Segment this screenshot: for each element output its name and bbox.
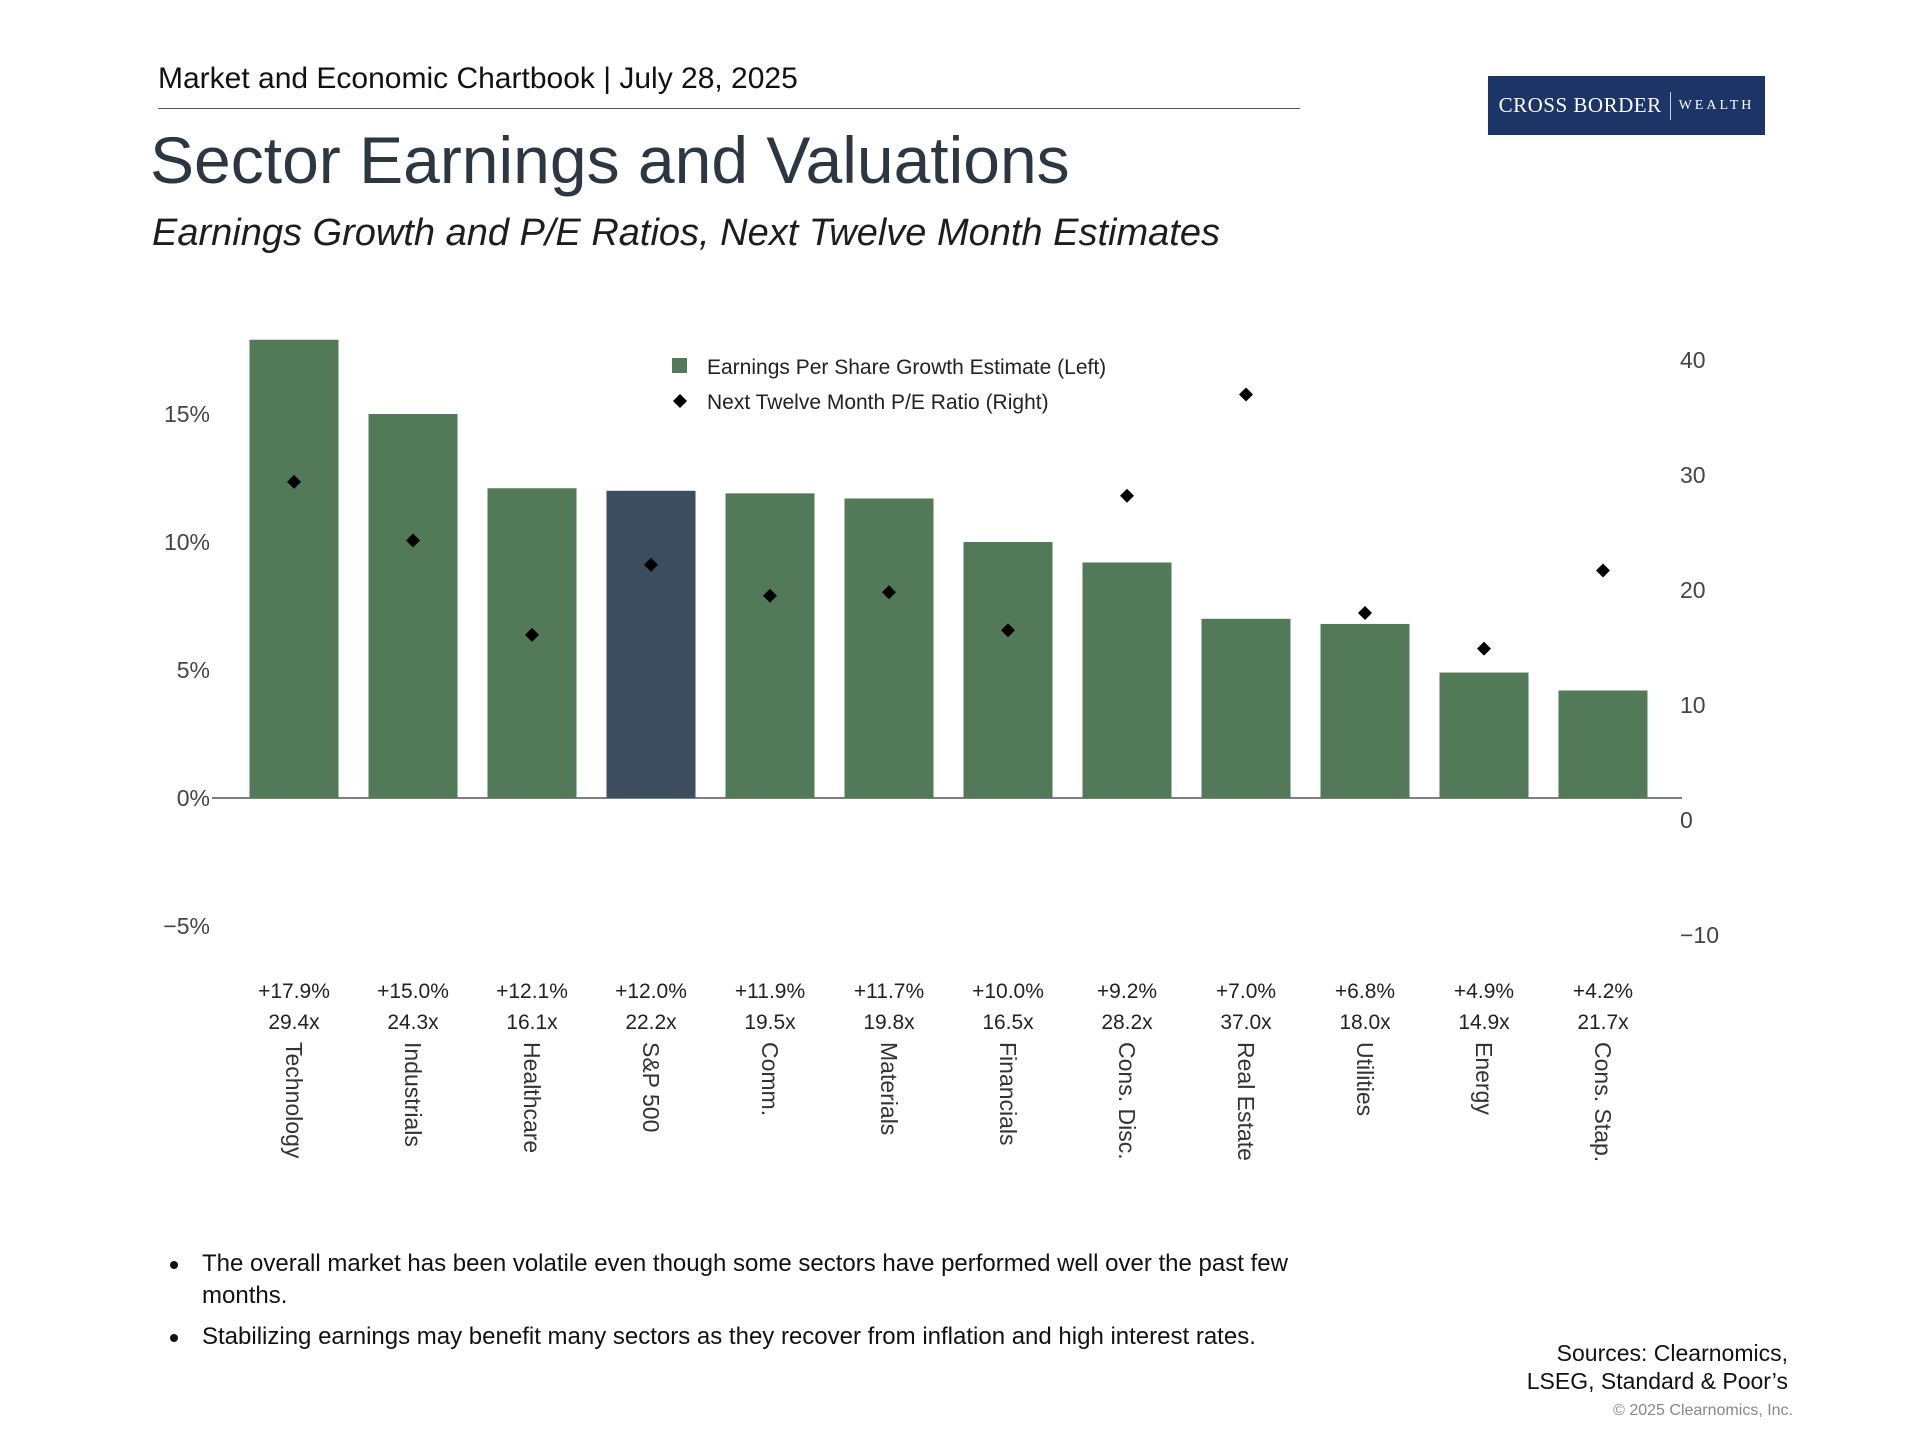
eps-growth-bar: [249, 339, 339, 798]
category-label: Cons. Disc.: [1114, 1042, 1140, 1160]
category-label: Industrials: [400, 1042, 426, 1147]
eps-growth-label: +17.9%: [258, 980, 330, 1003]
category-label: Technology: [281, 1042, 307, 1159]
eps-growth-bar: [1558, 690, 1648, 798]
eps-growth-label: +15.0%: [377, 980, 449, 1003]
legend-bar-label: Earnings Per Share Growth Estimate (Left…: [707, 356, 1106, 379]
pe-ratio-marker: [1358, 606, 1372, 620]
left-axis-tick-label: 0%: [177, 785, 210, 811]
pe-ratio-marker: [1120, 488, 1134, 503]
eps-growth-label: +4.9%: [1454, 980, 1514, 1003]
eps-growth-bar: [368, 414, 458, 798]
left-axis-tick-label: 15%: [164, 401, 210, 427]
eps-growth-label: +7.0%: [1216, 980, 1276, 1003]
right-axis-tick-label: 0: [1680, 807, 1693, 833]
eps-growth-bar: [844, 498, 934, 798]
pe-ratio-label: 19.5x: [744, 1011, 796, 1034]
right-axis-tick-label: −10: [1680, 922, 1719, 948]
legend-marker-swatch: [673, 394, 687, 408]
pe-ratio-label: 28.2x: [1101, 1011, 1153, 1034]
pe-ratio-label: 24.3x: [387, 1011, 439, 1034]
eps-growth-label: +12.0%: [615, 980, 687, 1003]
right-axis-tick-label: 10: [1680, 692, 1706, 718]
right-axis-tick-label: 40: [1680, 347, 1706, 373]
right-axis-tick-label: 20: [1680, 577, 1706, 603]
eps-growth-label: +4.2%: [1573, 980, 1633, 1003]
eps-growth-label: +11.7%: [854, 980, 924, 1003]
pe-ratio-marker: [525, 627, 539, 642]
eps-growth-bar: [487, 488, 577, 798]
sources-line2: LSEG, Standard & Poor’s: [1526, 1368, 1788, 1394]
left-axis-tick-label: −5%: [163, 913, 210, 939]
legend-bar-swatch: [672, 358, 687, 373]
eps-growth-bar: [1082, 562, 1172, 798]
category-label: Real Estate: [1233, 1042, 1259, 1161]
pe-ratio-marker: [1239, 387, 1253, 402]
logo-line2: WEALTH: [1678, 97, 1755, 113]
eps-growth-bar: [725, 493, 815, 798]
sources-note: Sources: Clearnomics, LSEG, Standard & P…: [1527, 1339, 1788, 1395]
eps-growth-bar: [1201, 618, 1291, 798]
pe-ratio-marker: [406, 533, 420, 548]
eps-growth-label: +11.9%: [735, 980, 805, 1003]
cross-border-wealth-logo: CROSS BORDER WEALTH: [1488, 76, 1765, 135]
page-subtitle: Earnings Growth and P/E Ratios, Next Twe…: [152, 212, 1220, 254]
pe-ratio-marker: [1477, 641, 1491, 656]
category-label: Materials: [876, 1042, 902, 1135]
chartbook-header: Market and Economic Chartbook | July 28,…: [158, 62, 798, 95]
pe-ratio-marker: [1596, 563, 1610, 578]
pe-ratio-marker: [644, 557, 658, 572]
logo-line1: CROSS BORDER: [1498, 93, 1662, 117]
category-label: Comm.: [757, 1042, 783, 1116]
pe-ratio-marker: [763, 588, 777, 603]
bullet-item: The overall market has been volatile eve…: [168, 1248, 1368, 1312]
pe-ratio-marker: [882, 585, 896, 600]
category-label: Utilities: [1352, 1042, 1378, 1116]
pe-ratio-label: 19.8x: [863, 1011, 915, 1034]
eps-growth-bar: [606, 490, 696, 798]
header-divider: [158, 108, 1300, 109]
page-title: Sector Earnings and Valuations: [150, 123, 1070, 197]
pe-ratio-label: 18.0x: [1339, 1011, 1391, 1034]
pe-ratio-label: 37.0x: [1220, 1011, 1272, 1034]
logo-separator: [1669, 91, 1671, 120]
eps-growth-bar: [1320, 623, 1410, 798]
bullet-item: Stabilizing earnings may benefit many se…: [168, 1321, 1368, 1353]
pe-ratio-marker: [287, 474, 301, 489]
legend-marker-label: Next Twelve Month P/E Ratio (Right): [707, 391, 1049, 414]
eps-growth-label: +12.1%: [496, 980, 568, 1003]
category-label: Healthcare: [519, 1042, 545, 1153]
eps-growth-bar: [1439, 672, 1529, 798]
eps-growth-label: +9.2%: [1097, 980, 1157, 1003]
right-axis-tick-label: 30: [1680, 462, 1706, 488]
category-label: Energy: [1471, 1042, 1497, 1115]
pe-ratio-label: 21.7x: [1577, 1011, 1629, 1034]
pe-ratio-label: 16.1x: [506, 1011, 558, 1034]
pe-ratio-marker: [1001, 623, 1015, 638]
category-label: S&P 500: [638, 1042, 664, 1132]
left-axis-tick-label: 10%: [164, 529, 210, 555]
pe-ratio-label: 29.4x: [268, 1011, 320, 1034]
commentary-bullets: The overall market has been volatile eve…: [168, 1248, 1368, 1362]
category-label: Cons. Stap.: [1590, 1042, 1616, 1162]
eps-growth-label: +10.0%: [972, 980, 1044, 1003]
copyright: © 2025 Clearnomics, Inc.: [1613, 1402, 1793, 1419]
pe-ratio-label: 14.9x: [1458, 1011, 1510, 1034]
pe-ratio-label: 22.2x: [625, 1011, 677, 1034]
left-axis-tick-label: 5%: [177, 657, 210, 683]
eps-growth-label: +6.8%: [1335, 980, 1395, 1003]
category-label: Financials: [995, 1042, 1021, 1146]
eps-growth-bar: [963, 542, 1053, 798]
sources-line1: Sources: Clearnomics,: [1556, 1340, 1788, 1366]
pe-ratio-label: 16.5x: [982, 1011, 1034, 1034]
